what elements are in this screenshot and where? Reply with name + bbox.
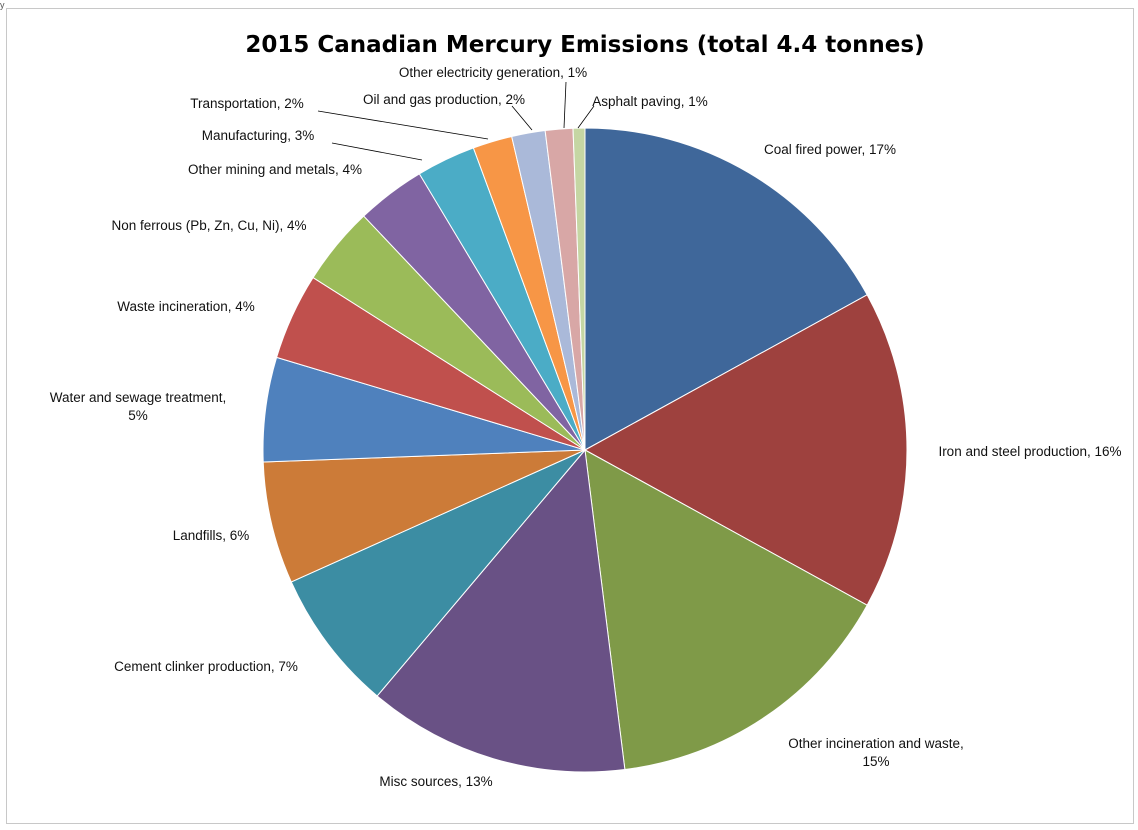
slice-label-other-incineration-and-waste: Other incineration and waste, 15% [788,736,964,769]
slice-label-iron-and-steel-production: Iron and steel production, 16% [938,444,1121,459]
slice-label-transportation: Transportation, 2% [190,96,304,111]
pie-slice-misc-sources [376,448,626,773]
pie-slice-cement-clinker-production [290,449,586,697]
slice-label-coal-fired-power: Coal fired power, 17% [764,142,896,157]
slice-label-asphalt-paving: Asphalt paving, 1% [592,94,708,109]
pie-slice-iron-and-steel-production [583,294,908,606]
pie-slice-other-incineration-and-waste [584,449,868,771]
leader-line [577,105,595,129]
corner-mark: y [0,0,5,10]
slice-label-manufacturing: Manufacturing, 3% [202,128,315,143]
pie-slice-asphalt-paving [572,127,586,451]
slice-label-non-ferrous-pb-zn-cu-ni: Non ferrous (Pb, Zn, Cu, Ni), 4% [111,218,306,233]
pie-slice-coal-fired-power [584,127,868,451]
slice-label-oil-and-gas-production: Oil and gas production, 2% [363,92,525,107]
leader-lines [317,81,595,161]
slice-label-other-electricity-generation: Other electricity generation, 1% [399,65,587,80]
pie-slice-landfills [262,449,586,583]
slice-label-water-and-sewage-treatment: Water and sewage treatment, 5% [50,390,227,423]
slice-label-other-mining-and-metals: Other mining and metals, 4% [188,162,362,177]
pie-slices [262,127,908,773]
chart-title: 2015 Canadian Mercury Emissions (total 4… [245,32,924,58]
leader-line [563,81,567,129]
leader-line [317,110,489,140]
leader-line [331,142,423,161]
slice-label-landfills: Landfills, 6% [173,528,250,543]
slice-label-misc-sources: Misc sources, 13% [379,774,492,789]
slice-label-waste-incineration: Waste incineration, 4% [117,299,255,314]
slice-labels: Coal fired power, 17% Iron and steel prod… [50,65,1122,789]
slice-label-cement-clinker-production: Cement clinker production, 7% [114,659,298,674]
leader-line [511,105,533,131]
